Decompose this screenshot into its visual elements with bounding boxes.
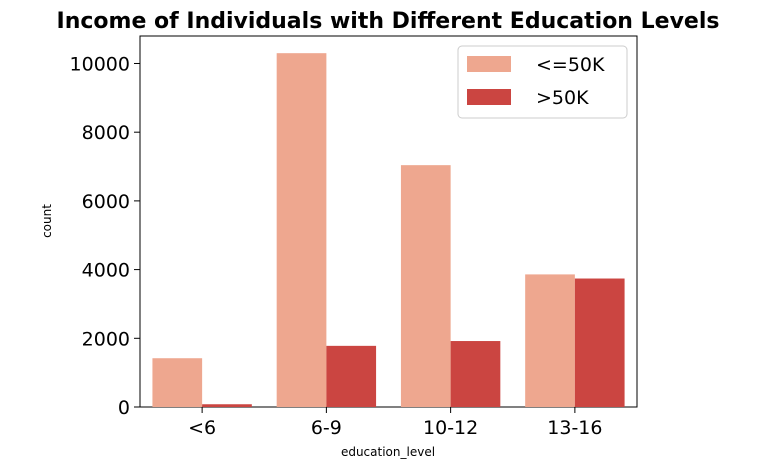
y-tick-label-0: 0 — [118, 397, 130, 419]
legend-swatch-le50k — [467, 56, 511, 72]
x-axis-ticks: <6 6-9 10-12 13-16 — [188, 407, 602, 439]
x-tick-label-3: 13-16 — [547, 417, 602, 439]
legend: <=50K >50K — [457, 45, 628, 119]
x-tick-label-1: 6-9 — [311, 417, 342, 439]
x-tick-label-0: <6 — [188, 417, 216, 439]
y-tick-label-4: 8000 — [82, 122, 130, 144]
y-tick-label-3: 6000 — [82, 191, 130, 213]
legend-label-le50k: <=50K — [536, 54, 605, 76]
legend-swatch-gt50k — [467, 89, 511, 105]
legend-label-gt50k: >50K — [536, 87, 589, 109]
bar-gt50k-0 — [202, 404, 252, 407]
plot-area: 0 2000 4000 6000 8000 10000 <6 6-9 10-12 13-16 — [70, 35, 638, 439]
bars-group — [152, 53, 625, 408]
y-tick-label-1: 2000 — [82, 328, 130, 350]
bar-gt50k-1 — [326, 345, 377, 407]
bar-le50k-3 — [525, 274, 575, 407]
y-axis-label: count — [40, 204, 54, 238]
bar-le50k-1 — [276, 53, 327, 408]
chart-title: Income of Individuals with Different Edu… — [57, 9, 720, 34]
x-tick-label-2: 10-12 — [423, 417, 478, 439]
bar-le50k-2 — [400, 165, 451, 407]
y-tick-label-2: 4000 — [82, 260, 130, 282]
bar-gt50k-3 — [574, 278, 625, 407]
bar-le50k-0 — [152, 358, 203, 407]
plot-frame — [139, 35, 638, 408]
y-tick-label-5: 10000 — [70, 53, 130, 75]
x-axis-label: education_level — [341, 445, 435, 459]
bar-gt50k-2 — [450, 341, 501, 407]
y-axis-ticks: 0 2000 4000 6000 8000 10000 — [70, 53, 140, 419]
